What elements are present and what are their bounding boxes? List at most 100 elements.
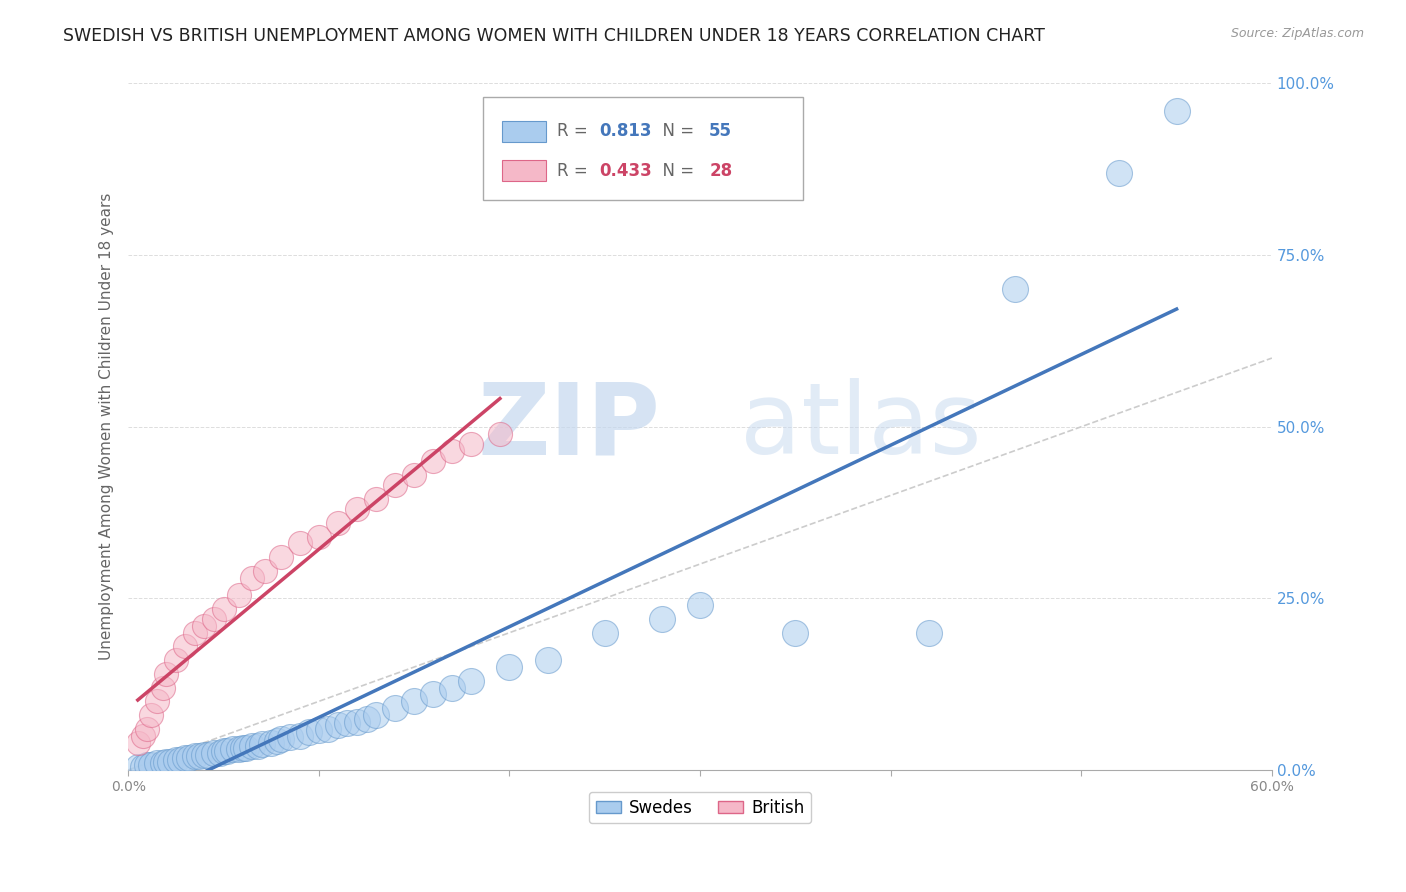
Point [404, 467, 426, 482]
Point [246, 739, 269, 753]
Point [208, 746, 231, 760]
Point [489, 426, 512, 441]
Legend: Swedes, British: Swedes, British [589, 792, 811, 823]
Point [165, 653, 187, 667]
Point [146, 756, 169, 771]
Point [212, 601, 235, 615]
Point [260, 735, 283, 749]
Point [169, 753, 191, 767]
Point [155, 755, 177, 769]
Point [1166, 103, 1188, 118]
Point [593, 625, 616, 640]
Point [139, 757, 162, 772]
Point [235, 741, 257, 756]
Point [212, 744, 235, 758]
Point [202, 612, 225, 626]
Point [460, 673, 482, 688]
Point [139, 708, 162, 723]
Point [136, 722, 159, 736]
Point [918, 625, 941, 640]
Point [364, 491, 387, 506]
Text: 0.813: 0.813 [599, 122, 652, 141]
Point [298, 725, 321, 739]
Point [146, 694, 169, 708]
Point [270, 550, 292, 565]
Text: SWEDISH VS BRITISH UNEMPLOYMENT AMONG WOMEN WITH CHILDREN UNDER 18 YEARS CORRELA: SWEDISH VS BRITISH UNEMPLOYMENT AMONG WO… [63, 27, 1045, 45]
Point [278, 730, 301, 744]
Point [159, 755, 181, 769]
Point [785, 625, 807, 640]
Point [422, 688, 444, 702]
Point [174, 750, 197, 764]
Point [364, 708, 387, 723]
Text: 0.433: 0.433 [599, 161, 652, 179]
Point [184, 625, 207, 640]
Text: 55: 55 [709, 122, 733, 141]
Point [318, 722, 340, 736]
Point [356, 711, 378, 725]
Point [254, 564, 277, 578]
Point [187, 749, 209, 764]
Point [536, 653, 558, 667]
Point [689, 599, 711, 613]
Point [460, 437, 482, 451]
Point [308, 530, 330, 544]
Point [441, 443, 464, 458]
Point [404, 694, 426, 708]
Point [240, 739, 263, 753]
Point [288, 536, 311, 550]
Text: N =: N = [652, 122, 699, 141]
Point [184, 749, 207, 764]
Point [222, 742, 245, 756]
Point [288, 729, 311, 743]
FancyBboxPatch shape [482, 97, 803, 200]
Point [228, 742, 250, 756]
Point [127, 735, 149, 749]
Point [136, 757, 159, 772]
Point [152, 756, 174, 771]
Point [240, 571, 263, 585]
Point [174, 640, 197, 654]
Point [132, 759, 155, 773]
Point [346, 502, 368, 516]
Point [336, 716, 359, 731]
Point [266, 734, 288, 748]
Text: atlas: atlas [740, 378, 981, 475]
Text: N =: N = [652, 161, 699, 179]
Point [326, 516, 349, 530]
Text: ZIP: ZIP [477, 378, 659, 475]
Text: R =: R = [557, 161, 593, 179]
Point [308, 723, 330, 738]
Point [250, 737, 273, 751]
Point [651, 612, 673, 626]
Point [193, 619, 215, 633]
Point [202, 746, 225, 760]
Point [155, 666, 177, 681]
Text: Source: ZipAtlas.com: Source: ZipAtlas.com [1230, 27, 1364, 40]
Bar [502, 161, 546, 181]
Point [152, 681, 174, 695]
Point [132, 729, 155, 743]
Point [193, 747, 215, 762]
Point [217, 744, 239, 758]
Point [1004, 282, 1026, 296]
Point [179, 750, 201, 764]
Text: R =: R = [557, 122, 593, 141]
Point [346, 714, 368, 729]
Point [165, 753, 187, 767]
Point [127, 759, 149, 773]
Text: 28: 28 [709, 161, 733, 179]
Point [384, 701, 406, 715]
Point [228, 588, 250, 602]
Y-axis label: Unemployment Among Women with Children Under 18 years: Unemployment Among Women with Children U… [100, 193, 114, 660]
Point [422, 454, 444, 468]
Point [197, 747, 219, 762]
Point [384, 478, 406, 492]
Bar [502, 121, 546, 142]
Point [270, 732, 292, 747]
Point [326, 718, 349, 732]
Point [498, 660, 520, 674]
Point [232, 741, 254, 756]
Point [1108, 166, 1130, 180]
Point [441, 681, 464, 695]
